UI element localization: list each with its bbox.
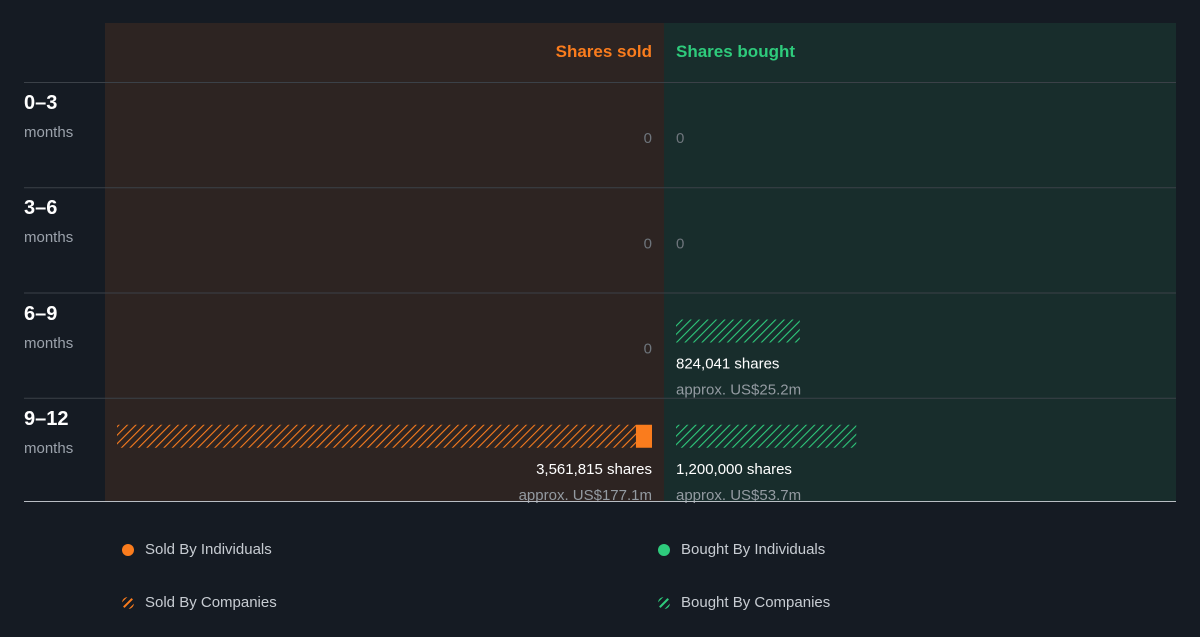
- sold-zero-value: 0: [644, 341, 652, 358]
- legend-bought-individuals-label: Bought By Individuals: [681, 541, 826, 558]
- period-range: 9–12: [24, 407, 69, 430]
- period-label: 6–9 months: [24, 302, 73, 354]
- bought-zero-value: 0: [676, 235, 684, 252]
- green-dot-icon: [658, 543, 670, 556]
- sold-column-title: Shares sold: [556, 42, 652, 61]
- sold-individuals-bar[interactable]: [635, 424, 652, 448]
- period-row: 3,561,815 shares approx. US$177.1m 1,200,0…: [117, 424, 857, 504]
- orange-hatch-icon: [122, 596, 134, 609]
- legend-sold-individuals-label: Sold By Individuals: [145, 541, 272, 558]
- sold-shares-value: 3,561,815 shares: [536, 461, 652, 478]
- bought-approx-value: approx. US$53.7m: [676, 487, 801, 504]
- legend-sold-companies-label: Sold By Companies: [145, 594, 277, 611]
- legend-bought-companies[interactable]: Bought By Companies: [658, 594, 830, 611]
- sold-zero-value: 0: [644, 130, 652, 147]
- period-range: 6–9: [24, 302, 58, 325]
- bought-approx-value: approx. US$25.2m: [676, 382, 801, 399]
- green-hatch-icon: [658, 596, 670, 609]
- sold-companies-bar[interactable]: [117, 424, 636, 448]
- bought-shares-value: 824,041 shares: [676, 356, 779, 373]
- period-unit: months: [24, 124, 74, 141]
- legend-sold-companies[interactable]: Sold By Companies: [122, 594, 277, 611]
- period-row: 0 824,041 shares approx. US$25.2m: [644, 319, 801, 399]
- bought-column-background: [664, 23, 1176, 501]
- legend-sold-individuals[interactable]: Sold By Individuals: [122, 541, 272, 558]
- period-unit: months: [24, 439, 74, 457]
- bought-shares-value: 1,200,000 shares: [676, 461, 792, 478]
- sold-column-background: [105, 23, 664, 501]
- bought-companies-bar[interactable]: [676, 319, 800, 343]
- orange-dot-icon: [122, 543, 134, 556]
- bought-zero-value: 0: [676, 130, 684, 147]
- sold-zero-value: 0: [644, 235, 652, 252]
- legend-bought-companies-label: Bought By Companies: [681, 594, 831, 611]
- period-label: 3–6 months: [24, 196, 73, 248]
- period-label: 0–3 months: [24, 91, 73, 143]
- period-label: 9–12 months: [24, 407, 73, 459]
- period-range: 3–6: [24, 197, 58, 220]
- bought-companies-bar[interactable]: [676, 424, 857, 448]
- bought-column-title: Shares bought: [676, 42, 795, 61]
- period-unit: months: [24, 229, 74, 247]
- sold-approx-value: approx. US$177.1m: [519, 487, 652, 504]
- period-unit: months: [24, 334, 74, 352]
- legend-bought-individuals[interactable]: Bought By Individuals: [658, 541, 825, 558]
- period-range: 0–3: [24, 92, 58, 114]
